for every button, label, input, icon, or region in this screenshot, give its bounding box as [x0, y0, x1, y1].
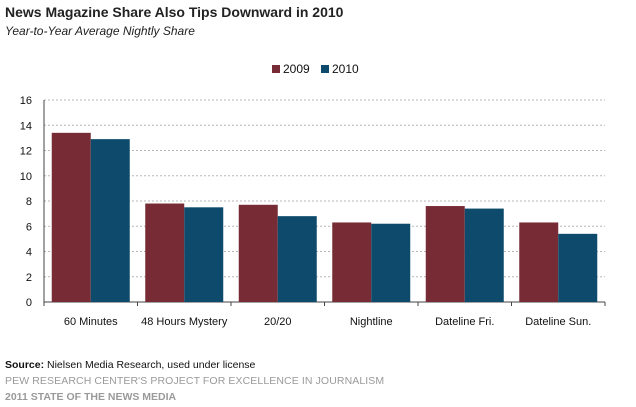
chart-title: News Magazine Share Also Tips Downward i…: [5, 4, 344, 20]
x-tick-label: Nightline: [350, 316, 393, 328]
y-tick-label: 16: [20, 95, 32, 107]
source-label: Source:: [5, 359, 45, 371]
x-tick-label: 48 Hours Mystery: [141, 316, 228, 328]
bar-chart: 0 2 4 6 8 10 12 14 16 60 Minutes 48 Hours Mystery 2…: [20, 62, 606, 328]
legend-swatch-2009: [272, 65, 280, 73]
x-tick-label: Dateline Fri.: [435, 316, 494, 328]
bar-2010-48-hours-mystery: [184, 207, 224, 302]
x-tick-label: 20/20: [264, 316, 292, 328]
y-tick-label: 12: [20, 146, 32, 158]
chart-subtitle: Year-to-Year Average Nightly Share: [5, 24, 195, 38]
y-tick-label: 8: [26, 196, 32, 208]
bar-2009-60-minutes: [51, 132, 91, 302]
bar-2009-48-hours-mystery: [145, 203, 185, 302]
legend-swatch-2010: [321, 65, 329, 73]
bar-2009-nightline: [332, 222, 372, 302]
bar-2009-dateline-fri-: [425, 206, 465, 302]
source-text: Nielsen Media Research, used under licen…: [47, 359, 256, 371]
x-tick-label: Dateline Sun.: [525, 316, 591, 328]
bar-2010-20-20: [277, 216, 317, 302]
legend-label-2010: 2010: [332, 62, 359, 76]
y-tick-label: 0: [26, 297, 32, 309]
y-tick-label: 2: [26, 272, 32, 284]
report-credit: 2011 STATE OF THE NEWS MEDIA: [5, 391, 177, 403]
y-tick-label: 4: [26, 247, 32, 259]
legend-label-2009: 2009: [283, 62, 310, 76]
bar-2010-dateline-fri-: [464, 208, 504, 302]
source-note: Source: Nielsen Media Research, used und…: [5, 359, 255, 371]
y-tick-label: 6: [26, 221, 32, 233]
org-credit: PEW RESEARCH CENTER'S PROJECT FOR EXCELL…: [5, 375, 385, 387]
y-tick-label: 14: [20, 120, 32, 132]
bar-2010-dateline-sun-: [558, 233, 598, 302]
bar-2010-nightline: [371, 223, 411, 302]
x-tick-label: 60 Minutes: [64, 316, 118, 328]
y-tick-label: 10: [20, 171, 32, 183]
bar-2009-dateline-sun-: [519, 222, 559, 302]
bar-2009-20-20: [238, 204, 278, 302]
bar-2010-60-minutes: [90, 139, 130, 302]
